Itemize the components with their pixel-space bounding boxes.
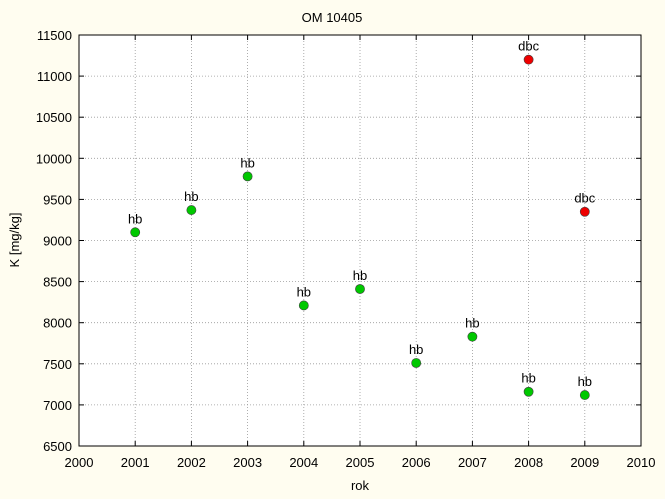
- y-tick-label: 10500: [36, 110, 72, 125]
- data-point: [523, 54, 534, 65]
- points-layer: hb hb hb hb hb hb hb hb hb dbc dbc: [128, 39, 596, 400]
- data-point-label: hb: [184, 189, 198, 204]
- data-point-label: hb: [465, 316, 479, 331]
- y-tick-label: 10000: [36, 151, 72, 166]
- x-tick-label: 2010: [627, 455, 656, 470]
- x-tick-label: 2004: [289, 455, 318, 470]
- axes-layer: 2000 2001 2002 2003 2004 2005 2006 2007 2008 2009…: [36, 28, 656, 470]
- y-tick-label: 7500: [43, 357, 72, 372]
- x-tick-label: 2001: [121, 455, 150, 470]
- data-point: [523, 386, 534, 397]
- data-point-label: hb: [409, 342, 423, 357]
- data-point-label: dbc: [518, 39, 539, 54]
- y-tick-label: 8000: [43, 316, 72, 331]
- x-tick-label: 2009: [570, 455, 599, 470]
- y-tick-label: 11500: [37, 28, 72, 43]
- data-point: [186, 205, 197, 215]
- y-tick-label: 11000: [37, 69, 72, 84]
- y-tick-label: 8500: [43, 275, 72, 290]
- data-point: [579, 390, 590, 400]
- data-point: [355, 284, 365, 294]
- y-tick-label: 9500: [43, 192, 72, 207]
- x-tick-label: 2002: [177, 455, 206, 470]
- data-point-label: hb: [128, 211, 142, 226]
- x-tick-label: 2003: [233, 455, 262, 470]
- y-tick-label: 7000: [43, 398, 72, 413]
- data-point-label: hb: [521, 371, 535, 386]
- y-tick-label: 6500: [43, 439, 72, 454]
- x-tick-label: 2000: [65, 455, 94, 470]
- data-point: [130, 227, 141, 238]
- x-tick-label: 2008: [514, 455, 543, 470]
- data-point-label: hb: [240, 155, 254, 170]
- data-point-label: hb: [297, 284, 311, 299]
- data-point: [242, 171, 253, 182]
- y-tick-label: 9000: [43, 234, 72, 249]
- x-tick-label: 2005: [346, 455, 375, 470]
- data-point-label: hb: [578, 374, 592, 389]
- grid-layer: [78, 34, 642, 447]
- x-tick-label: 2007: [458, 455, 487, 470]
- data-point-label: hb: [353, 268, 367, 283]
- x-tick-label: 2006: [402, 455, 431, 470]
- data-point: [467, 331, 478, 342]
- data-point-label: dbc: [574, 191, 595, 206]
- y-axis-title: K [mg/kg]: [7, 213, 22, 268]
- data-point: [579, 206, 590, 217]
- chart-title: OM 10405: [302, 10, 363, 25]
- data-point: [411, 358, 422, 368]
- data-point: [298, 300, 309, 311]
- x-axis-title: rok: [351, 478, 370, 493]
